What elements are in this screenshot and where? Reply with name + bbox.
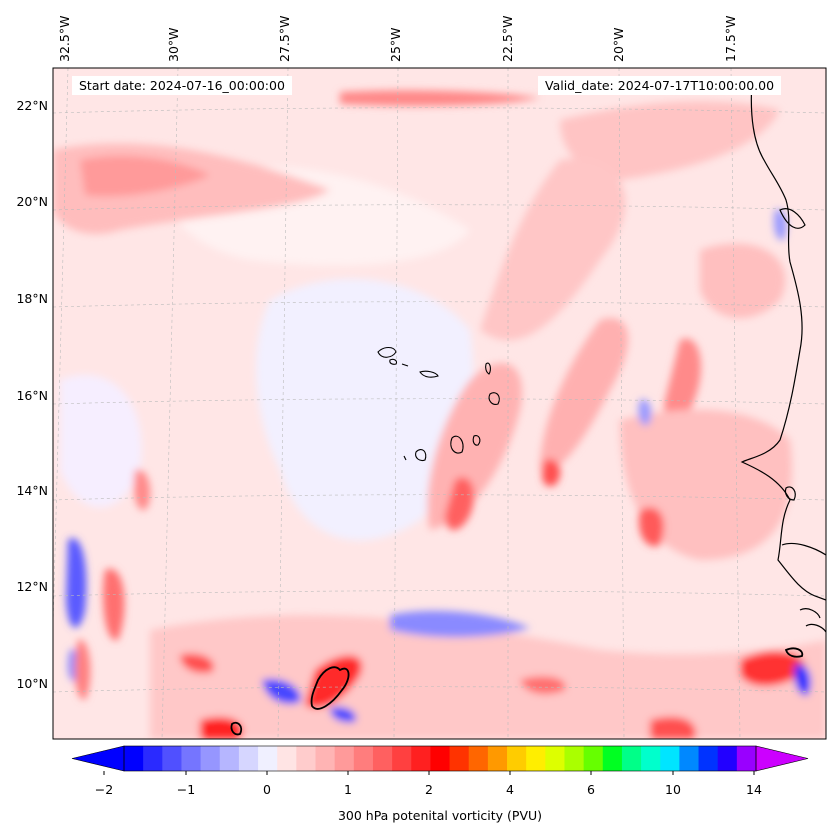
latitude-label: 10°N bbox=[16, 676, 48, 691]
pv-south-blue-band bbox=[390, 610, 530, 638]
colorbar-title: 300 hPa potenital vorticity (PVU) bbox=[337, 808, 543, 823]
colorbar-swatch bbox=[238, 746, 259, 771]
pv-east-core bbox=[639, 507, 664, 547]
longitude-label: 22.5°W bbox=[500, 15, 515, 62]
colorbar-swatch bbox=[277, 746, 297, 771]
latitude-label: 20°N bbox=[16, 194, 48, 209]
latitude-label: 16°N bbox=[16, 388, 48, 403]
pv-low-region-central bbox=[256, 278, 474, 541]
pv-2-contour bbox=[230, 647, 804, 736]
map-frame bbox=[52, 67, 827, 740]
colorbar-swatch bbox=[124, 746, 144, 771]
pv-south-blue-1 bbox=[262, 679, 301, 704]
colorbar-swatch bbox=[641, 746, 661, 771]
pv-band-northeast bbox=[560, 101, 780, 180]
longitude-label: 27.5°W bbox=[277, 15, 292, 62]
colorbar-swatch bbox=[545, 746, 565, 771]
colorbar-tick-label: 0 bbox=[263, 782, 271, 797]
pv-streak-1 bbox=[480, 158, 626, 341]
colorbar-tick-label: 10 bbox=[665, 782, 681, 797]
colorbar-tick-label: 2 bbox=[425, 782, 433, 797]
colorbar-swatch bbox=[602, 746, 623, 771]
africa-coastline bbox=[740, 79, 826, 601]
pv-field-contours bbox=[53, 90, 826, 739]
longitude-label: 32.5°W bbox=[57, 15, 72, 62]
latitude-label: 12°N bbox=[16, 579, 48, 594]
pv-red-west-3 bbox=[133, 469, 151, 511]
coastline bbox=[740, 79, 826, 633]
colorbar-swatch bbox=[430, 746, 451, 771]
colorbar-swatch bbox=[717, 746, 738, 771]
longitude-label: 30°W bbox=[166, 27, 181, 62]
colorbar-swatch bbox=[411, 746, 431, 771]
pv-south-red-3 bbox=[200, 717, 243, 739]
pv-south-blue-3 bbox=[794, 664, 811, 696]
pv-south-red-5 bbox=[740, 651, 806, 686]
colorbar-swatch bbox=[162, 746, 182, 771]
colorbar-swatch bbox=[660, 746, 680, 771]
latitude-label: 14°N bbox=[16, 483, 48, 498]
colorbar-tick-label: 4 bbox=[506, 782, 514, 797]
colorbar-swatch bbox=[507, 746, 527, 771]
longitude-label: 25°W bbox=[388, 27, 403, 62]
latitude-label: 18°N bbox=[16, 291, 48, 306]
colorbar-frame bbox=[123, 745, 757, 772]
colorbar-extend-low bbox=[71, 745, 125, 772]
colorbar-swatch bbox=[621, 746, 642, 771]
latitude-label: 22°N bbox=[16, 98, 48, 113]
colorbar-swatch bbox=[143, 746, 163, 771]
colorbar-tick-label: 1 bbox=[344, 782, 352, 797]
colorbar-swatch bbox=[564, 746, 585, 771]
colorbar-tick-label: 14 bbox=[746, 782, 762, 797]
colorbar-tick-label: 6 bbox=[587, 782, 595, 797]
cape-verde-islands bbox=[377, 346, 500, 462]
pv-south-red-6 bbox=[650, 716, 696, 739]
longitude-label: 20°W bbox=[611, 27, 626, 62]
pv-blue-west-1 bbox=[66, 538, 87, 628]
pv-blue-east-1 bbox=[638, 399, 652, 426]
colorbar-swatch bbox=[736, 746, 757, 771]
graticule bbox=[53, 68, 826, 739]
pv-streak-5 bbox=[700, 243, 786, 319]
pv-band-top bbox=[340, 90, 540, 106]
colorbar-swatch bbox=[219, 746, 240, 771]
start-date-label: Start date: 2024-07-16_00:00:00 bbox=[72, 76, 292, 95]
colorbar-swatch bbox=[698, 746, 719, 771]
valid-date-label: Valid_date: 2024-07-17T10:00:00.00 bbox=[538, 76, 782, 95]
pv-streak-2-core bbox=[445, 477, 475, 530]
colorbar-swatch bbox=[353, 746, 374, 771]
colorbar-swatch bbox=[487, 746, 508, 771]
colorbar-swatch bbox=[449, 746, 470, 771]
pv-band-north-core bbox=[80, 155, 210, 197]
colorbar-swatch bbox=[296, 746, 317, 771]
colorbar-swatch bbox=[468, 746, 489, 771]
colorbar-swatch bbox=[258, 746, 278, 771]
colorbar-extend-high bbox=[755, 745, 809, 772]
colorbar-swatch bbox=[526, 746, 546, 771]
pv-red-west-1 bbox=[103, 568, 125, 641]
colorbar bbox=[71, 745, 809, 775]
colorbar-swatch bbox=[200, 746, 221, 771]
pv-red-west-2 bbox=[74, 639, 91, 700]
colorbar-tick-label: −1 bbox=[176, 782, 196, 797]
pv-streak-3 bbox=[540, 318, 629, 472]
colorbar-swatch bbox=[583, 746, 604, 771]
colorbar-swatch bbox=[315, 746, 336, 771]
pv-streak-4 bbox=[664, 338, 701, 424]
colorbar-tick-label: −2 bbox=[94, 782, 114, 797]
colorbar-swatch bbox=[372, 746, 393, 771]
colorbar-swatch bbox=[334, 746, 355, 771]
colorbar-swatch bbox=[392, 746, 412, 771]
pv-south-red-1 bbox=[305, 655, 362, 709]
colorbar-swatch bbox=[181, 746, 202, 771]
pv-south-red-2 bbox=[180, 653, 214, 674]
pv-south-blue-2 bbox=[330, 706, 356, 723]
pv-streak-3-core bbox=[542, 459, 561, 487]
longitude-label: 17.5°W bbox=[723, 15, 738, 62]
pv-streak-2 bbox=[427, 363, 522, 530]
pv-low-region-west bbox=[60, 374, 142, 508]
pv-south-red-4 bbox=[520, 676, 566, 695]
colorbar-swatch bbox=[679, 746, 700, 771]
